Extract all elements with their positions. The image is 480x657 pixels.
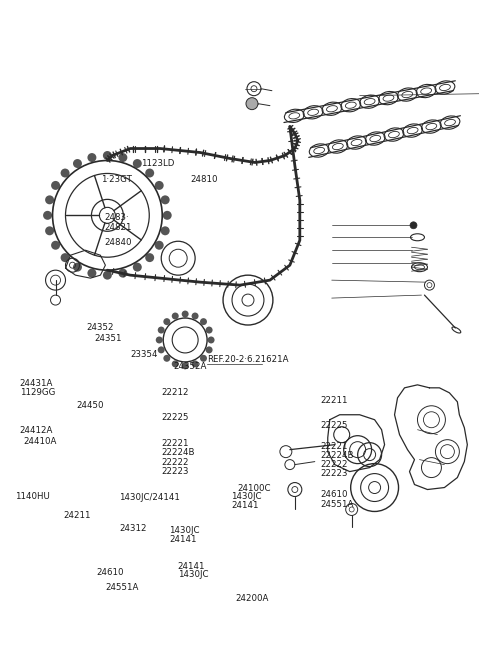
Text: 1129GG: 1129GG — [20, 388, 55, 397]
Circle shape — [163, 355, 170, 362]
Circle shape — [192, 361, 199, 367]
Text: 24100C: 24100C — [237, 484, 271, 493]
Text: 24211: 24211 — [63, 511, 90, 520]
Circle shape — [172, 361, 179, 367]
Circle shape — [200, 355, 207, 362]
Circle shape — [192, 313, 199, 319]
Text: 24141: 24141 — [231, 501, 259, 510]
Text: 22221: 22221 — [321, 442, 348, 451]
Circle shape — [205, 327, 213, 334]
Circle shape — [145, 169, 154, 177]
Circle shape — [158, 346, 165, 353]
Circle shape — [43, 211, 52, 220]
Circle shape — [87, 269, 96, 278]
Text: 24450: 24450 — [76, 401, 104, 411]
Text: 24141: 24141 — [178, 562, 205, 571]
Text: 24352A: 24352A — [173, 362, 206, 371]
Circle shape — [73, 263, 82, 271]
Text: 24412A: 24412A — [19, 426, 52, 435]
Text: 22224B: 22224B — [161, 449, 195, 457]
Circle shape — [87, 153, 96, 162]
Circle shape — [119, 269, 127, 278]
Circle shape — [51, 240, 60, 250]
Circle shape — [73, 159, 82, 168]
Circle shape — [163, 211, 172, 220]
Text: 1430JC: 1430JC — [169, 526, 200, 535]
Circle shape — [205, 346, 213, 353]
Circle shape — [181, 311, 189, 317]
Text: 24810: 24810 — [190, 175, 218, 184]
Text: 24352: 24352 — [86, 323, 113, 332]
Circle shape — [161, 195, 169, 204]
Text: 22212: 22212 — [161, 388, 189, 397]
Text: 24312: 24312 — [120, 524, 147, 533]
Text: 22211: 22211 — [321, 396, 348, 405]
Text: 24610: 24610 — [96, 568, 124, 577]
Circle shape — [133, 263, 142, 271]
Text: 1430JC: 1430JC — [231, 492, 262, 501]
Circle shape — [60, 169, 70, 177]
Text: 24431A: 24431A — [20, 379, 53, 388]
Text: 22222: 22222 — [321, 461, 348, 469]
Text: REF.20-2·6.21621A: REF.20-2·6.21621A — [207, 355, 289, 365]
Circle shape — [161, 226, 169, 235]
Circle shape — [156, 336, 163, 344]
Circle shape — [207, 336, 215, 344]
Text: 1140HU: 1140HU — [15, 491, 50, 501]
Circle shape — [45, 226, 54, 235]
Text: 1430JC: 1430JC — [178, 570, 208, 579]
Text: 22225: 22225 — [321, 421, 348, 430]
Text: 24551A: 24551A — [105, 583, 138, 592]
Text: 1123LD: 1123LD — [142, 159, 175, 168]
Text: 22221: 22221 — [161, 440, 189, 448]
Text: 22222: 22222 — [161, 458, 189, 466]
Text: 22223: 22223 — [321, 470, 348, 478]
Text: 22225: 22225 — [161, 413, 189, 422]
Text: 24610: 24610 — [321, 490, 348, 499]
Circle shape — [181, 363, 189, 369]
Text: 24141: 24141 — [169, 535, 197, 544]
Text: 24351: 24351 — [95, 334, 122, 344]
Text: 23354: 23354 — [130, 350, 157, 359]
Circle shape — [133, 159, 142, 168]
Circle shape — [172, 313, 179, 319]
Circle shape — [246, 98, 258, 110]
Text: 1430JC/24141: 1430JC/24141 — [120, 493, 180, 502]
Text: 24200A: 24200A — [235, 594, 269, 603]
Circle shape — [163, 318, 170, 325]
Text: 22223: 22223 — [161, 467, 189, 476]
Text: 24840: 24840 — [104, 238, 132, 246]
Circle shape — [103, 271, 112, 280]
Text: 1·23GT: 1·23GT — [101, 175, 132, 184]
Circle shape — [119, 153, 127, 162]
Circle shape — [45, 195, 54, 204]
Text: 2483·: 2483· — [104, 213, 129, 221]
Circle shape — [158, 327, 165, 334]
Circle shape — [155, 181, 164, 190]
Circle shape — [103, 151, 112, 160]
Text: 22224B: 22224B — [321, 451, 354, 460]
Circle shape — [200, 318, 207, 325]
Circle shape — [155, 240, 164, 250]
Circle shape — [51, 181, 60, 190]
Text: 24410A: 24410A — [24, 437, 57, 445]
Circle shape — [60, 253, 70, 262]
Text: 24821: 24821 — [104, 223, 132, 232]
Circle shape — [145, 253, 154, 262]
Text: 24551A: 24551A — [321, 499, 354, 509]
Circle shape — [410, 222, 417, 229]
